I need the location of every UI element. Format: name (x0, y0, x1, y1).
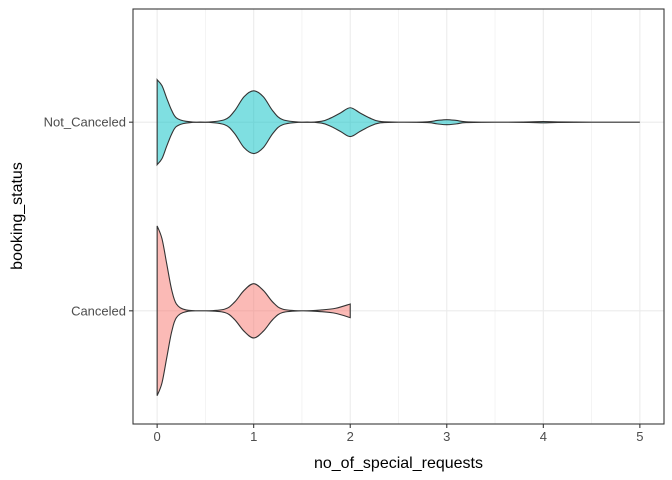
x-axis-title: no_of_special_requests (314, 455, 483, 472)
violins (156, 78, 640, 396)
y-tick-label: Not_Canceled (44, 115, 126, 130)
x-axis-ticks: 0 1 2 3 4 5 (154, 424, 643, 444)
y-axis-ticks: Canceled Not_Canceled (44, 115, 133, 318)
major-gridlines (133, 9, 664, 424)
x-tick-label: 2 (347, 429, 354, 444)
y-axis-title: booking_status (9, 162, 26, 270)
violin-not-canceled (156, 78, 640, 167)
y-tick-label: Canceled (71, 303, 126, 318)
panel-border (132, 8, 665, 425)
x-tick-label: 0 (154, 429, 161, 444)
minor-gridlines (205, 9, 592, 424)
violin-canceled (156, 225, 351, 396)
x-tick-label: 4 (540, 429, 547, 444)
x-tick-label: 1 (250, 429, 257, 444)
x-tick-label: 5 (636, 429, 643, 444)
x-tick-label: 3 (443, 429, 450, 444)
